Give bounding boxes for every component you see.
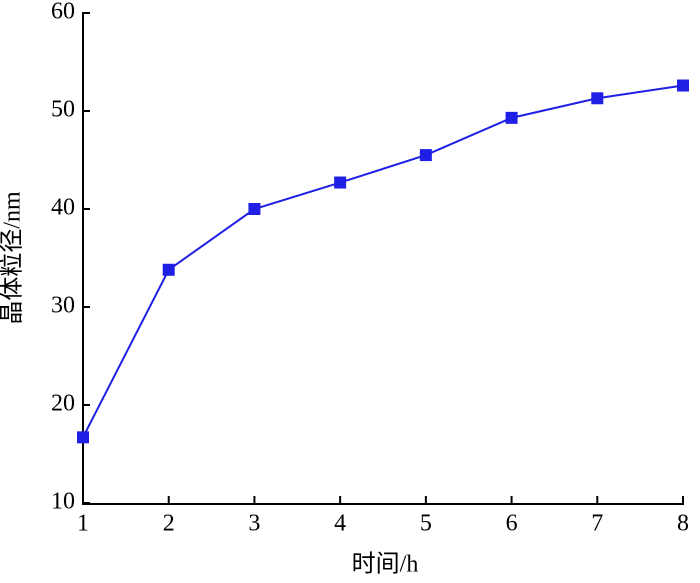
x-tick-label: 4 xyxy=(334,511,346,537)
marker xyxy=(419,149,432,162)
x-tick-label: 2 xyxy=(163,511,175,537)
marker xyxy=(77,431,89,444)
x-tick-label: 8 xyxy=(677,511,689,537)
marker xyxy=(677,79,689,92)
y-axis-label: 晶体粒径/nm xyxy=(0,191,26,325)
marker xyxy=(162,263,175,276)
x-axis-label: 时间/h xyxy=(352,551,419,578)
x-tick-label: 3 xyxy=(248,511,260,537)
y-tick-label: 40 xyxy=(51,195,75,221)
marker xyxy=(334,176,347,189)
y-tick-label: 10 xyxy=(51,489,75,515)
y-tick-label: 30 xyxy=(51,293,75,319)
x-tick-label: 6 xyxy=(506,511,518,537)
marker xyxy=(591,92,604,105)
marker xyxy=(248,203,261,215)
x-tick-label: 1 xyxy=(77,511,89,537)
line xyxy=(82,84,684,438)
y-tick-label: 20 xyxy=(51,391,75,417)
marker xyxy=(505,111,518,124)
y-tick-label: 60 xyxy=(51,0,75,25)
x-tick-label: 7 xyxy=(591,511,603,537)
x-tick-label: 5 xyxy=(420,511,432,537)
y-tick-label: 50 xyxy=(51,97,75,123)
